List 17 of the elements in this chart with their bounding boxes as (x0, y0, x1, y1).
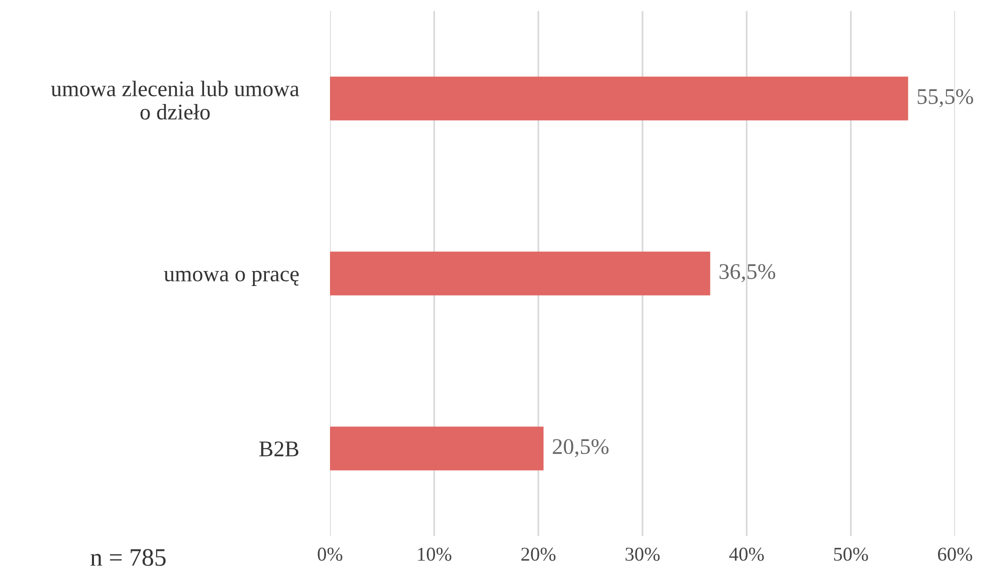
y-tick-label: umowa o pracę (164, 270, 299, 286)
x-tick-label: 50% (834, 548, 868, 561)
text: n = 785 (90, 549, 166, 566)
x-tick-label: 30% (626, 548, 660, 561)
x-tick-label: 0% (318, 548, 342, 561)
x-tick-label: 40% (729, 548, 764, 561)
y-tick-label: umowa zlecenia lub umowa o dzieło (51, 80, 300, 120)
data-label: 36,5% (720, 264, 776, 282)
y-tick-label: B2B (259, 441, 298, 456)
bar (330, 252, 710, 296)
x-tick-label: 20% (521, 548, 556, 561)
data-label: 55,5% (918, 89, 974, 108)
data-label: 20,5% (552, 439, 609, 458)
bar (330, 426, 544, 470)
x-tick-label: 60% (938, 548, 972, 561)
x-tick-label: 10% (418, 548, 452, 561)
bar (330, 76, 908, 120)
